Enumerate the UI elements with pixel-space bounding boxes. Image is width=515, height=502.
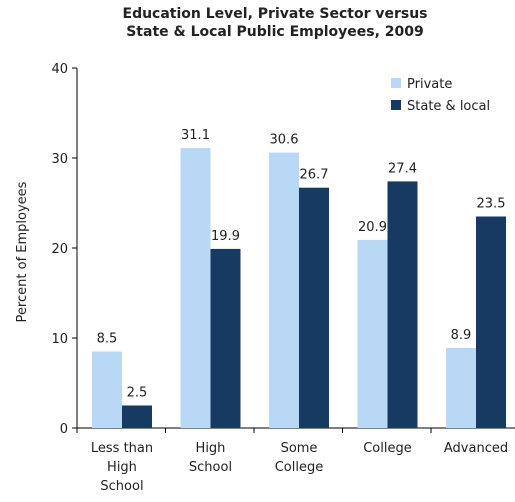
chart-title-line: State & Local Public Employees, 2009 <box>126 24 424 40</box>
x-tick-label: Advanced <box>444 441 508 456</box>
bar-state-local <box>210 248 241 428</box>
axes: 0 10 20 30 40 Percent of Employees <box>15 62 515 437</box>
x-tick-label: Less than <box>91 441 153 456</box>
y-tick-label: 30 <box>51 152 68 167</box>
x-tick-label: College <box>275 460 324 475</box>
bar-state-local <box>299 187 329 428</box>
x-tick-label: High <box>196 441 226 456</box>
data-label: 8.5 <box>97 332 118 347</box>
legend-label: State & local <box>407 99 490 114</box>
legend-swatch <box>391 100 401 110</box>
bar-private <box>357 239 388 428</box>
bar-private <box>269 152 299 428</box>
data-label: 2.5 <box>127 386 148 401</box>
chart-title-line: Education Level, Private Sector versus <box>123 6 428 22</box>
data-label: 8.9 <box>451 328 472 343</box>
data-label: 30.6 <box>270 133 299 148</box>
legend-swatch <box>391 78 401 88</box>
x-tick-label: High <box>107 460 137 475</box>
y-axis-title: Percent of Employees <box>15 181 30 322</box>
y-tick-label: 10 <box>51 332 68 347</box>
x-tick-label: School <box>100 479 143 494</box>
x-tick-label: College <box>363 441 412 456</box>
bar-state-local <box>476 216 506 428</box>
value-labels: 8.5 2.5 31.1 19.9 30.6 26.7 20.9 27.4 8.9 23.5 <box>97 128 506 400</box>
bar-state-local <box>387 181 418 428</box>
data-label: 27.4 <box>388 161 417 176</box>
chart-title: Education Level, Private Sector versus St… <box>123 6 428 40</box>
x-tick-label: School <box>189 460 232 475</box>
y-tick-label: 40 <box>51 62 68 77</box>
bar-private <box>92 351 122 428</box>
bar-state-local <box>122 405 152 428</box>
category-labels: Less than High School High School Some College… <box>91 441 508 494</box>
bar-private <box>446 347 476 428</box>
bar-private <box>180 148 211 428</box>
data-label: 26.7 <box>300 168 329 183</box>
data-label: 19.9 <box>211 229 240 244</box>
legend: Private State & local <box>391 77 490 114</box>
x-tick-label: Some <box>281 441 318 456</box>
y-tick-label: 20 <box>51 242 68 257</box>
bars <box>92 148 506 428</box>
data-label: 31.1 <box>181 128 210 143</box>
data-label: 23.5 <box>477 197 506 212</box>
legend-label: Private <box>407 77 452 92</box>
y-tick-label: 0 <box>60 422 68 437</box>
data-label: 20.9 <box>358 220 387 235</box>
